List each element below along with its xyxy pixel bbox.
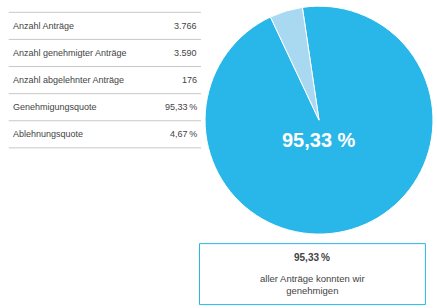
svg-text:Anzahl abgelehnter Anträge: Anzahl abgelehnter Anträge [13,75,124,85]
svg-text:3.590: 3.590 [174,48,197,58]
svg-text:aller Anträge konnten wirgeneh: aller Anträge konnten wirgenehmigen [260,273,365,296]
svg-text:Genehmigungsquote: Genehmigungsquote [13,102,97,112]
svg-text:Ablehnungsquote: Ablehnungsquote [13,129,83,139]
svg-text:4,67 %: 4,67 % [170,129,197,139]
svg-text:176: 176 [182,75,197,85]
svg-text:Anzahl genehmigter Anträge: Anzahl genehmigter Anträge [13,48,127,58]
svg-text:95,33 %: 95,33 % [294,252,330,263]
svg-text:3.766: 3.766 [174,21,197,31]
svg-text:95,33 %: 95,33 % [282,129,356,151]
svg-text:95,33 %: 95,33 % [165,102,197,112]
svg-text:Anzahl Anträge: Anzahl Anträge [13,21,74,31]
